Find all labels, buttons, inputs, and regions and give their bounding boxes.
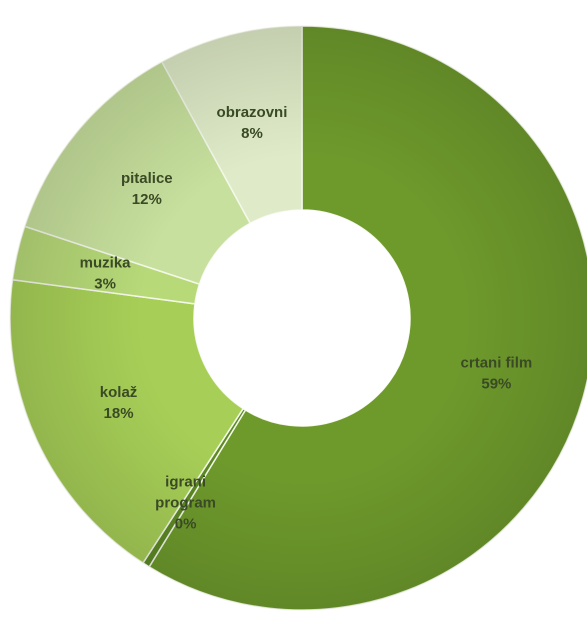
category-label: muzika — [80, 254, 132, 271]
category-label: crtani film — [461, 354, 533, 371]
category-label: kolaž — [100, 384, 138, 401]
label-obrazovni: obrazovni 8% — [217, 104, 288, 142]
label-pitalice: pitalice 12% — [121, 170, 173, 208]
label-crtani-film: crtani film 59% — [461, 354, 533, 392]
category-label: program — [155, 494, 216, 511]
category-label: pitalice — [121, 170, 173, 187]
label-igrani-program: igrani program 0% — [155, 473, 216, 532]
doughnut-hole — [194, 210, 410, 426]
percent-label: 3% — [94, 275, 116, 292]
category-label: igrani — [165, 473, 206, 490]
label-muzika: muzika 3% — [80, 254, 132, 292]
percent-label: 8% — [241, 125, 263, 142]
percent-label: 0% — [175, 515, 197, 532]
percent-label: 12% — [132, 191, 162, 208]
label-kolaz: kolaž 18% — [100, 384, 138, 422]
labels-layer: crtani film 59% igrani program 0% kolaž 18% muz… — [80, 104, 533, 533]
percent-label: 59% — [481, 375, 511, 392]
category-label: obrazovni — [217, 104, 288, 121]
percent-label: 18% — [104, 405, 134, 422]
